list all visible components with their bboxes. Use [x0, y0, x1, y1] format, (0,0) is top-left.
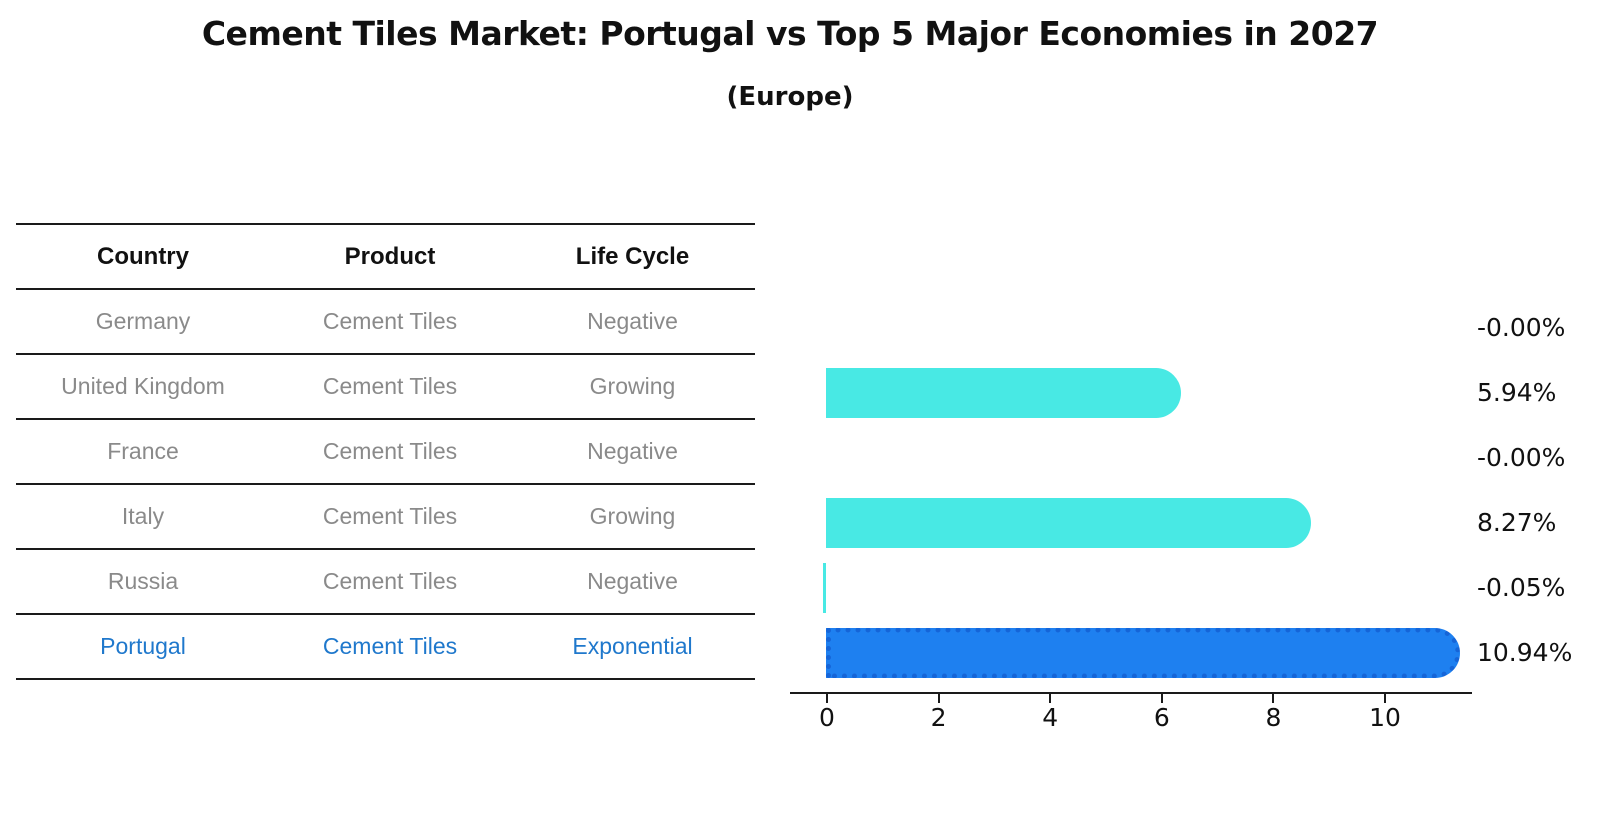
table-cell-country: Russia	[107, 568, 179, 594]
chart-subtitle: (Europe)	[726, 82, 854, 112]
value-label-germany: -0.00%	[1477, 313, 1566, 342]
bar-portugal	[826, 627, 1461, 678]
x-axis-tick	[1272, 694, 1275, 703]
table-row: Russia Cement Tiles Negative	[16, 550, 755, 615]
comparison-table: Country Product Life Cycle Germany Cemen…	[16, 223, 755, 680]
bar-russia	[823, 562, 826, 613]
x-axis-tick	[1160, 694, 1163, 703]
table-header-product: Product	[344, 242, 436, 270]
x-axis-tick-label: 8	[1265, 703, 1282, 732]
table-cell-country: Portugal	[100, 633, 186, 659]
table-header-row: Country Product Life Cycle	[16, 225, 755, 290]
table-row: France Cement Tiles Negative	[16, 420, 755, 485]
table-cell-lifecycle: Negative	[587, 308, 678, 334]
table-cell-country: Germany	[95, 308, 191, 334]
table-header-lifecycle: Life Cycle	[575, 242, 690, 270]
table-cell-product: Cement Tiles	[322, 438, 458, 464]
bar-united-kingdom	[826, 367, 1182, 418]
table-cell-country: France	[107, 438, 179, 464]
x-axis-line	[790, 692, 1472, 694]
table-cell-product: Cement Tiles	[322, 308, 458, 334]
value-label-france: -0.00%	[1477, 443, 1566, 472]
value-label-portugal: 10.94%	[1477, 638, 1573, 667]
table-cell-lifecycle: Growing	[589, 373, 676, 399]
value-label-russia: -0.05%	[1477, 573, 1566, 602]
table-cell-product: Cement Tiles	[322, 568, 458, 594]
x-axis-tick	[1049, 694, 1052, 703]
table-cell-product: Cement Tiles	[322, 633, 458, 659]
value-label-italy: 8.27%	[1477, 508, 1557, 537]
x-axis-tick-label: 2	[930, 703, 947, 732]
value-label-united-kingdom: 5.94%	[1477, 378, 1557, 407]
x-axis-tick	[937, 694, 940, 703]
table-row: Portugal Cement Tiles Exponential	[16, 615, 755, 680]
table-body: Germany Cement Tiles Negative United Kin…	[16, 290, 755, 680]
table-header-country: Country	[97, 242, 189, 270]
table-cell-product: Cement Tiles	[322, 373, 458, 399]
table-row: United Kingdom Cement Tiles Growing	[16, 355, 755, 420]
table-cell-country: United Kingdom	[61, 373, 225, 399]
x-axis-tick	[826, 694, 828, 703]
table-cell-lifecycle: Growing	[589, 503, 676, 529]
x-axis-tick-label: 0	[819, 703, 835, 732]
x-axis-tick-label: 10	[1369, 703, 1401, 732]
table-row: Germany Cement Tiles Negative	[16, 290, 755, 355]
chart-title: Cement Tiles Market: Portugal vs Top 5 M…	[201, 14, 1379, 53]
x-axis-tick	[1384, 694, 1386, 703]
x-axis-tick-label: 6	[1153, 703, 1170, 732]
bar-italy	[826, 497, 1312, 548]
table-cell-product: Cement Tiles	[322, 503, 458, 529]
table-cell-lifecycle: Negative	[587, 438, 678, 464]
x-axis-tick-label: 4	[1042, 703, 1059, 732]
table-row: Italy Cement Tiles Growing	[16, 485, 755, 550]
table-cell-lifecycle: Exponential	[572, 633, 693, 659]
table-cell-lifecycle: Negative	[587, 568, 678, 594]
table-cell-country: Italy	[121, 503, 165, 529]
